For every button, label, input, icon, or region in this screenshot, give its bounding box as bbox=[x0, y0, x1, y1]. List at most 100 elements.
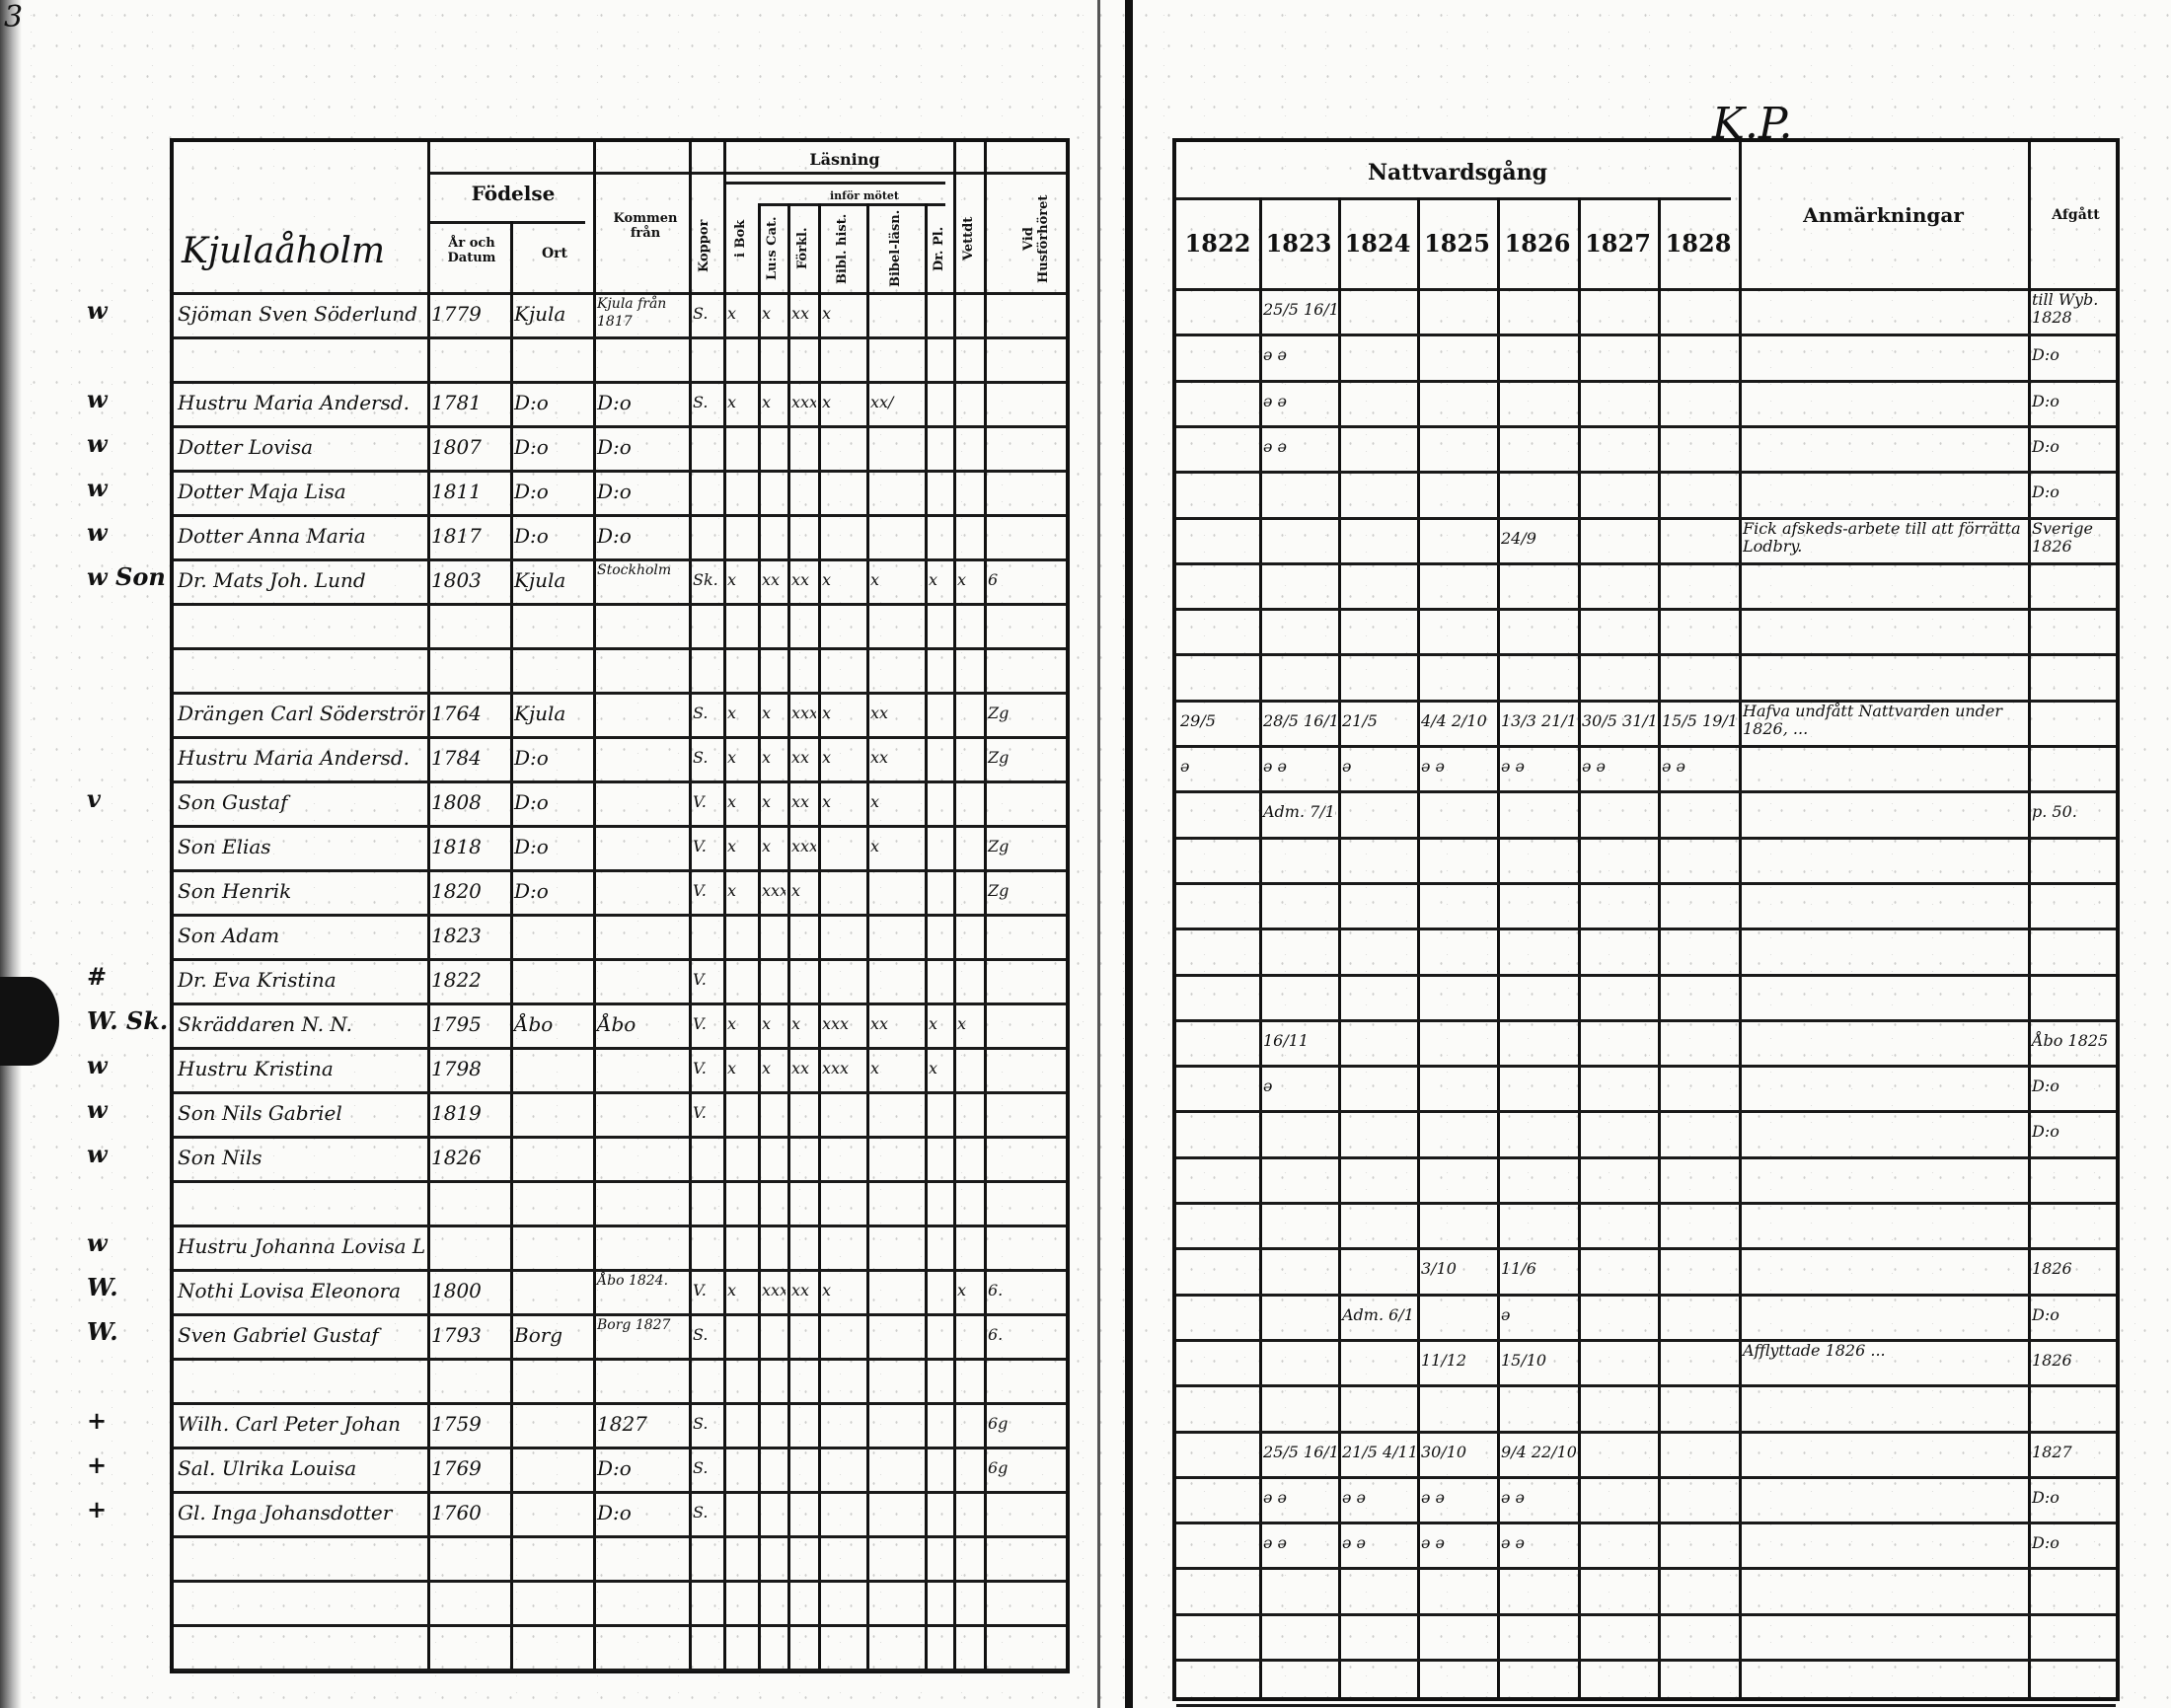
register-entry: xx bbox=[791, 748, 810, 767]
ink-blot bbox=[0, 977, 59, 1066]
header-kommen: Kommen från bbox=[613, 211, 678, 241]
communion-date: Adm. 7/10 bbox=[1263, 802, 1336, 822]
margin-mark: w bbox=[87, 296, 108, 325]
register-entry: xx bbox=[791, 570, 810, 589]
row-rule bbox=[174, 336, 1066, 339]
column-rule bbox=[689, 142, 692, 1670]
header-nattvardsgang: Nattvardsgång bbox=[1367, 160, 1548, 186]
register-entry: x bbox=[727, 1059, 737, 1077]
year-header: 1826 bbox=[1504, 229, 1571, 258]
register-entry: 1793 bbox=[431, 1323, 482, 1347]
row-rule bbox=[174, 1047, 1066, 1050]
row-rule bbox=[174, 736, 1066, 739]
scan-edge bbox=[0, 0, 22, 1708]
column-rule bbox=[723, 142, 726, 1670]
register-entry: x bbox=[727, 837, 737, 855]
person-name: Hustru Maria Andersd. bbox=[178, 746, 411, 770]
register-entry: xxx bbox=[791, 393, 816, 411]
remark: Fick afskeds-arbete till att förrätta Lo… bbox=[1743, 518, 2021, 556]
row-rule bbox=[174, 780, 1066, 783]
row-rule bbox=[1176, 1247, 2116, 1251]
row-rule bbox=[174, 603, 1066, 606]
register-entry: D:o bbox=[597, 524, 632, 548]
fodelse-divider bbox=[427, 221, 585, 224]
row-rule bbox=[1176, 1659, 2116, 1662]
person-name: Sal. Ulrika Louisa bbox=[178, 1456, 357, 1480]
row-rule bbox=[174, 1269, 1066, 1272]
year-header: 1824 bbox=[1344, 229, 1411, 258]
register-entry: xx bbox=[791, 1059, 810, 1077]
row-rule bbox=[174, 558, 1066, 561]
row-rule bbox=[1176, 424, 2116, 428]
person-name: Wilh. Carl Peter Johan bbox=[178, 1412, 402, 1436]
communion-date: 21/5 bbox=[1342, 710, 1378, 730]
communion-date: ǝ ǝ bbox=[1501, 757, 1526, 776]
row-rule bbox=[174, 470, 1066, 473]
register-entry: Borg bbox=[514, 1323, 563, 1347]
register-entry: 1818 bbox=[431, 835, 482, 858]
column-rule bbox=[866, 203, 869, 1670]
register-entry: Åbo bbox=[514, 1012, 554, 1036]
register-entry: 6 bbox=[988, 570, 999, 589]
margin-mark: w bbox=[87, 385, 108, 413]
register-entry: x bbox=[727, 792, 737, 811]
communion-date: 13/3 21/10 bbox=[1501, 710, 1576, 730]
person-name: Dotter Anna Maria bbox=[178, 524, 366, 548]
row-rule bbox=[1176, 653, 2116, 657]
departure-entry: till Wyb. 1828 bbox=[2032, 290, 2099, 327]
column-rule bbox=[1259, 197, 1262, 1697]
register-entry: 6. bbox=[988, 1281, 1004, 1300]
communion-date: 21/5 4/11 bbox=[1342, 1442, 1415, 1461]
register-entry: x bbox=[727, 1281, 737, 1300]
register-entry: xxx bbox=[791, 837, 816, 855]
row-rule bbox=[174, 1669, 1066, 1671]
row-rule bbox=[1176, 1155, 2116, 1159]
person-name: Son Nils bbox=[178, 1146, 262, 1169]
column-header: Förkl. bbox=[794, 227, 810, 270]
departure-entry: 1826 bbox=[2032, 1350, 2072, 1370]
row-rule bbox=[1176, 1430, 2116, 1434]
register-entry: xxx bbox=[762, 1281, 786, 1300]
register-entry: xx bbox=[791, 1281, 810, 1300]
register-entry: S. bbox=[693, 304, 709, 323]
register-entry: D:o bbox=[597, 480, 632, 503]
row-rule bbox=[174, 1491, 1066, 1494]
register-entry: V. bbox=[693, 1059, 707, 1077]
row-rule bbox=[174, 1535, 1066, 1538]
person-name: Hustru Johanna Lovisa Lundström bbox=[178, 1234, 425, 1258]
communion-date: ǝ ǝ bbox=[1501, 1533, 1526, 1553]
departure-entry: Åbo 1825 bbox=[2032, 1030, 2109, 1050]
column-rule bbox=[427, 142, 430, 1670]
communion-date: 30/10 bbox=[1421, 1442, 1467, 1461]
row-rule bbox=[1176, 928, 2116, 931]
row-rule bbox=[1176, 1110, 2116, 1114]
register-entry: 1811 bbox=[431, 480, 482, 503]
column-header: i Bok bbox=[732, 219, 748, 259]
header-fodelse: Födelse bbox=[471, 182, 556, 205]
register-entry: x bbox=[727, 748, 737, 767]
communion-date: 29/5 bbox=[1180, 710, 1216, 730]
left-register-page: Kjulaåholm Födelse År och Datum Ort Komm… bbox=[170, 138, 1070, 1673]
row-rule bbox=[174, 692, 1066, 695]
communion-date: 24/9 bbox=[1501, 528, 1536, 548]
person-name: Nothi Lovisa Eleonora bbox=[178, 1279, 402, 1302]
communion-date: ǝ ǝ bbox=[1263, 757, 1288, 776]
column-rule bbox=[1497, 197, 1500, 1697]
register-entry: Kjula från 1817 bbox=[597, 296, 667, 330]
margin-mark: W. Sk. bbox=[87, 1006, 169, 1035]
column-header: Bibl. hist. bbox=[834, 213, 850, 284]
communion-date: 30/5 31/10 bbox=[1582, 710, 1656, 730]
register-entry: x bbox=[822, 570, 832, 589]
register-entry: xx bbox=[791, 304, 810, 323]
register-entry: x bbox=[822, 748, 832, 767]
header-top-rule bbox=[427, 172, 1066, 175]
register-entry: V. bbox=[693, 970, 707, 989]
column-header: Bibel-läsn. bbox=[887, 209, 903, 288]
register-entry: x bbox=[870, 570, 880, 589]
margin-mark: v bbox=[87, 784, 101, 813]
row-rule bbox=[174, 958, 1066, 961]
person-name: Dotter Lovisa bbox=[178, 435, 314, 459]
register-entry: S. bbox=[693, 1325, 709, 1344]
book-gutter bbox=[1097, 0, 1100, 1708]
column-rule bbox=[1578, 197, 1581, 1697]
